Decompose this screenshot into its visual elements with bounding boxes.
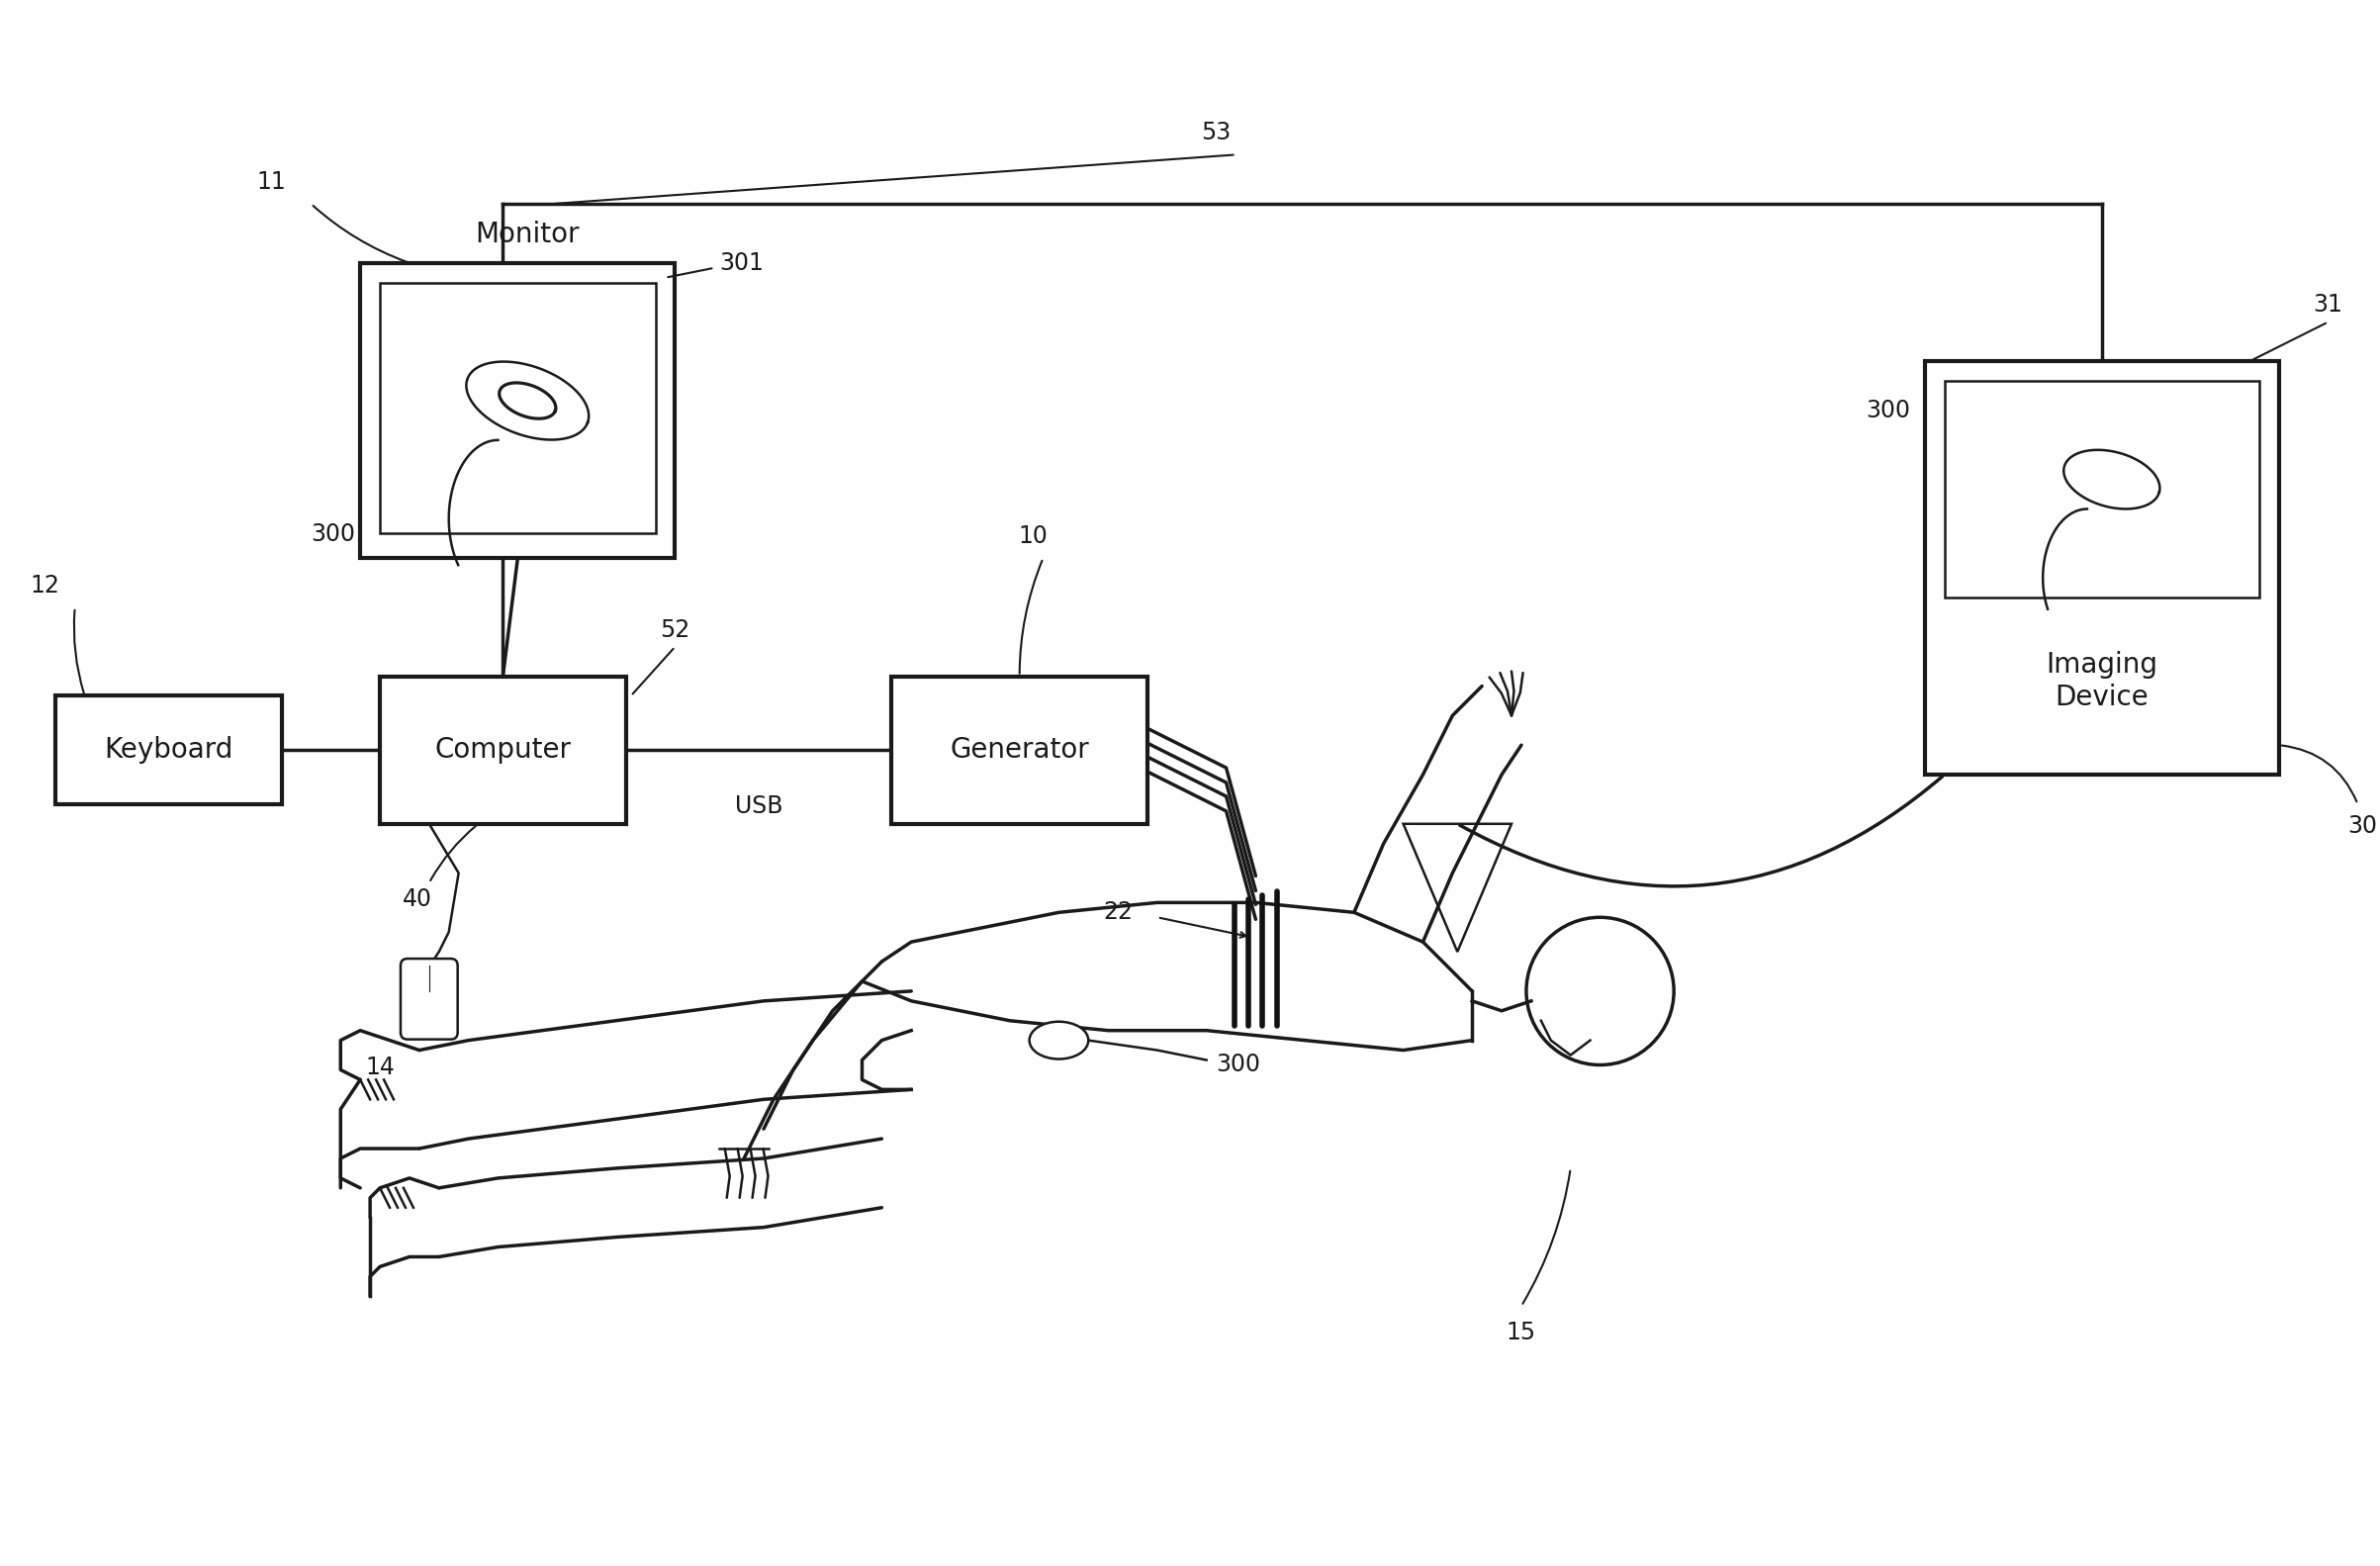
Text: 30: 30 xyxy=(2347,814,2378,838)
Text: 300: 300 xyxy=(312,523,355,547)
Text: 52: 52 xyxy=(659,619,690,642)
Text: 22: 22 xyxy=(1102,900,1133,924)
Bar xyxy=(1925,362,2280,775)
Ellipse shape xyxy=(1031,1021,1088,1059)
Text: 11: 11 xyxy=(257,171,286,194)
Text: USB: USB xyxy=(735,794,783,817)
Text: 15: 15 xyxy=(1507,1320,1535,1345)
Text: 12: 12 xyxy=(31,573,60,598)
Text: Monitor: Monitor xyxy=(476,221,581,247)
Polygon shape xyxy=(1404,824,1511,952)
FancyBboxPatch shape xyxy=(400,958,457,1040)
Text: Generator: Generator xyxy=(950,736,1090,764)
Text: 40: 40 xyxy=(402,888,431,911)
Bar xyxy=(55,695,281,805)
Text: 53: 53 xyxy=(1202,121,1230,144)
Text: Computer: Computer xyxy=(436,736,571,764)
Bar xyxy=(892,677,1147,824)
Text: 31: 31 xyxy=(2313,293,2342,316)
Bar xyxy=(1944,381,2259,598)
Text: Keyboard: Keyboard xyxy=(105,736,233,764)
Text: 300: 300 xyxy=(1866,399,1911,423)
Bar xyxy=(381,677,626,824)
Text: 300: 300 xyxy=(1216,1052,1261,1077)
Text: 301: 301 xyxy=(719,251,764,274)
Bar xyxy=(359,263,676,557)
Text: 10: 10 xyxy=(1019,525,1047,548)
Bar xyxy=(381,282,655,534)
Circle shape xyxy=(1526,918,1673,1065)
Text: 14: 14 xyxy=(364,1055,395,1079)
Text: Imaging
Device: Imaging Device xyxy=(2047,651,2159,711)
